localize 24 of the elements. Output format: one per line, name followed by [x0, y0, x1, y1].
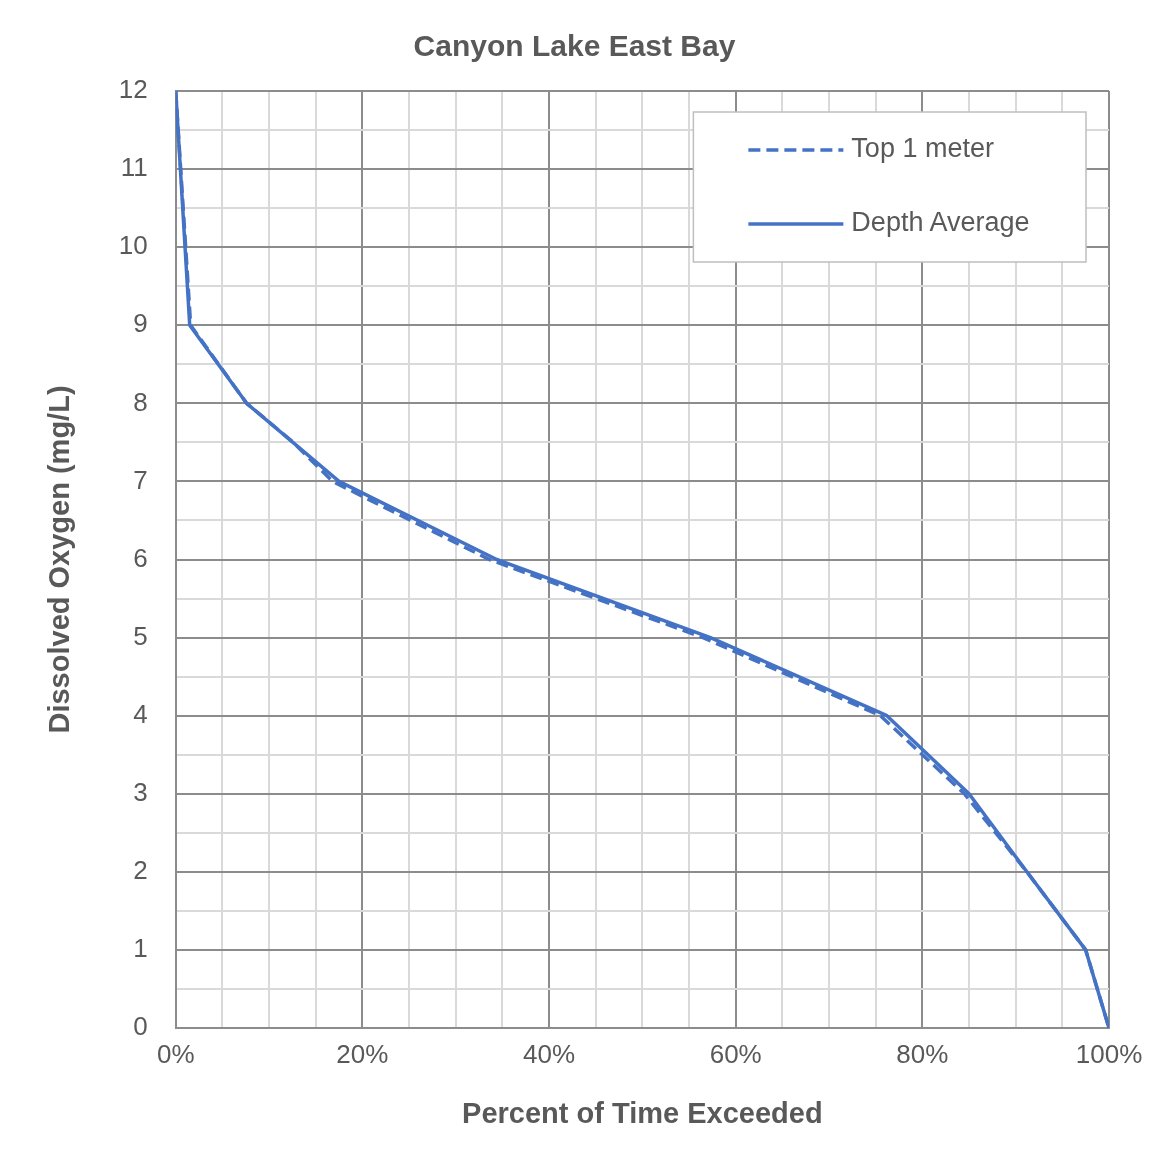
y-tick-label: 5	[133, 620, 148, 651]
y-tick-label: 12	[118, 74, 148, 105]
y-tick-label: 8	[133, 386, 148, 417]
x-tick-label: 0%	[156, 1038, 195, 1069]
y-tick-label: 2	[133, 855, 148, 886]
y-tick-label: 0	[133, 1011, 148, 1042]
x-tick-label: 20%	[336, 1038, 389, 1069]
chart-title: Canyon Lake East Bay	[413, 29, 736, 63]
y-tick-label: 9	[133, 308, 148, 339]
y-tick-label: 7	[133, 464, 148, 495]
y-tick-label: 4	[133, 698, 148, 729]
y-axis-title: Dissolved Oxygen (mg/L)	[43, 385, 76, 734]
y-tick-label: 6	[133, 542, 148, 573]
x-tick-label: 60%	[709, 1038, 762, 1069]
y-tick-label: 3	[133, 776, 148, 807]
y-tick-label: 11	[120, 152, 148, 183]
x-tick-label: 100%	[1075, 1038, 1143, 1069]
x-tick-label: 80%	[896, 1038, 949, 1069]
y-tick-label: 10	[118, 230, 148, 261]
x-axis-title: Percent of Time Exceeded	[462, 1096, 823, 1129]
legend-label: Depth Average	[851, 207, 1030, 238]
x-tick-label: 40%	[523, 1038, 576, 1069]
legend-label: Top 1 meter	[851, 133, 994, 164]
y-tick-label: 1	[133, 933, 148, 964]
